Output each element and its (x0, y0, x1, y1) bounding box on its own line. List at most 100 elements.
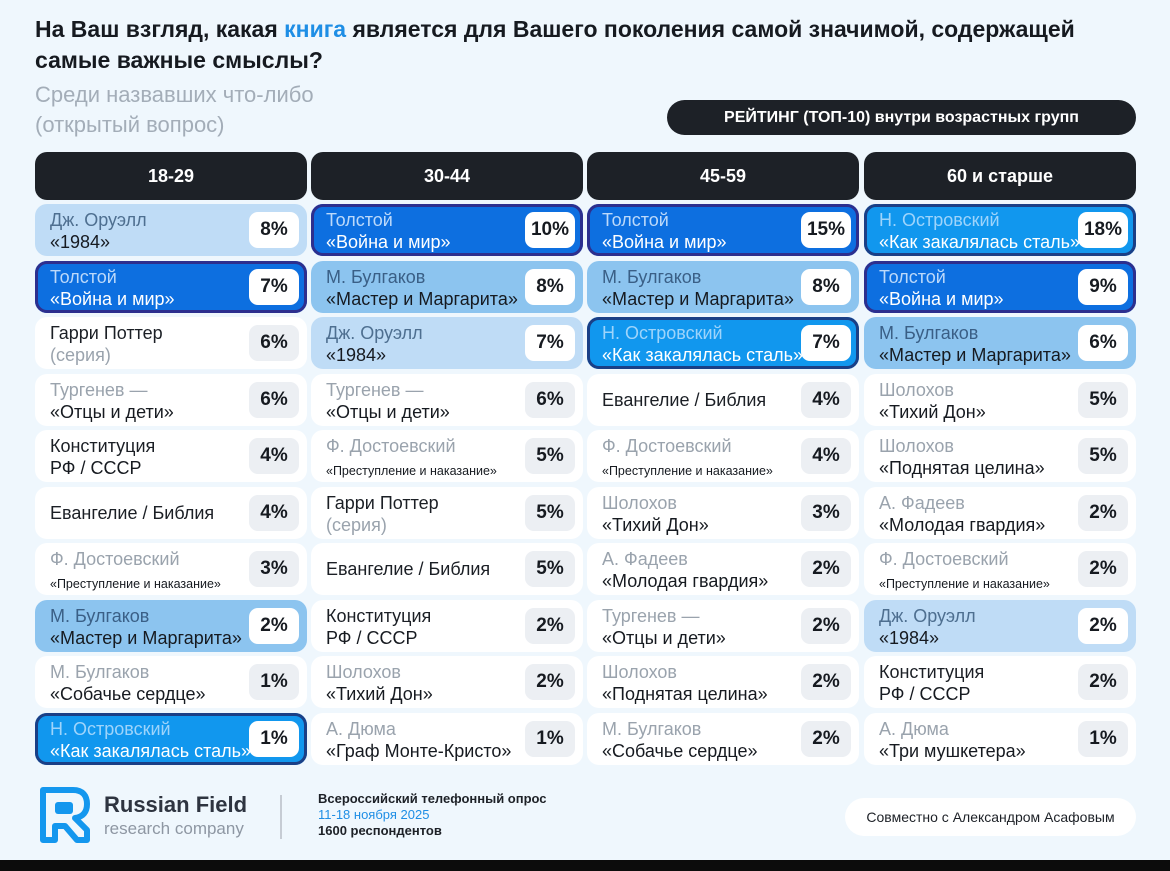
percent-badge: 6% (1078, 325, 1128, 361)
book-title: «Мастер и Маргарита» (50, 627, 242, 648)
percent-badge: 3% (801, 494, 851, 531)
ranking-row: Евангелие / Библия 5% (311, 543, 583, 595)
book-author: Дж. Оруэлл (879, 605, 976, 626)
ranking-row: Ф. Достоевский «Преступление и наказание»… (311, 430, 583, 482)
book-title: «Собачье сердце» (602, 740, 758, 761)
book-title: «Поднятая целина» (602, 684, 768, 704)
percent-badge: 6% (249, 325, 299, 361)
ranking-row: А. Фадеев «Молодая гвардия» 2% (587, 543, 859, 595)
percent-badge: 7% (525, 325, 575, 361)
book-title: «Тихий Дон» (602, 514, 709, 535)
ranking-row: Дж. Оруэлл «1984» 7% (311, 317, 583, 369)
percent-badge: 4% (801, 438, 851, 474)
book-title: «Отцы и дети» (50, 401, 174, 422)
book-title: «Собачье сердце» (50, 684, 206, 704)
book-author: Ф. Достоевский (326, 436, 456, 456)
book-author: М. Булгаков (879, 323, 979, 343)
book-title: «Отцы и дети» (326, 401, 450, 422)
ranking-row: А. Фадеев «Молодая гвардия» 2% (864, 486, 1136, 539)
age-group-column: 45-59 Толстой «Война и мир» 15% М. Булгаков «… (587, 152, 859, 769)
book-title: «Как закалялась сталь» (879, 232, 1081, 252)
book-author: Толстой (50, 266, 117, 287)
survey-respondents: 1600 респондентов (318, 823, 442, 838)
ranking-row: Толстой «Война и мир» 15% (587, 204, 859, 256)
ranking-row: М. Булгаков «Мастер и Маргарита» 8% (311, 260, 583, 313)
ranking-row: Гарри Поттер (серия) 5% (311, 486, 583, 539)
book-author: Толстой (326, 210, 393, 230)
ranking-row: Конституция РФ / СССР 2% (311, 599, 583, 652)
ranking-row: Толстой «Война и мир» 10% (311, 204, 583, 256)
percent-badge: 15% (801, 212, 851, 248)
book-title: «Тихий Дон» (879, 401, 986, 422)
percent-badge: 1% (525, 720, 575, 757)
book-title: «Мастер и Маргарита» (326, 288, 518, 309)
percent-badge: 2% (525, 607, 575, 644)
ranking-row: Шолохов «Тихий Дон» 2% (311, 656, 583, 708)
ranking-row: Евангелие / Библия 4% (35, 486, 307, 539)
title-part-1: На Ваш взгляд, какая (35, 16, 285, 42)
percent-badge: 2% (525, 664, 575, 700)
book-author: Толстой (602, 210, 669, 230)
percent-badge: 2% (1078, 494, 1128, 531)
book-title: «1984» (326, 345, 387, 365)
ranking-row: Тургенев — «Отцы и дети» 6% (35, 373, 307, 426)
ranking-row: Конституция РФ / СССР 2% (864, 656, 1136, 708)
book-title: (серия) (326, 514, 387, 535)
age-group-header: 30-44 (311, 152, 583, 200)
age-group-header: 45-59 (587, 152, 859, 200)
ranking-row: Дж. Оруэлл «1984» 2% (864, 599, 1136, 652)
ranking-row: Дж. Оруэлл «1984» 8% (35, 204, 307, 256)
ranking-row: А. Дюма «Граф Монте-Кристо» 1% (311, 712, 583, 765)
percent-badge: 18% (1078, 212, 1128, 248)
ranking-row: Шолохов «Тихий Дон» 3% (587, 486, 859, 539)
percent-badge: 1% (1078, 720, 1128, 757)
book-title: «Тихий Дон» (326, 684, 433, 704)
book-title: РФ / СССР (50, 458, 142, 478)
ranking-row: Евангелие / Библия 4% (587, 373, 859, 426)
percent-badge: 7% (801, 325, 851, 361)
book-title: «Три мушкетера» (879, 740, 1026, 761)
ranking-row: Шолохов «Поднятая целина» 5% (864, 430, 1136, 482)
percent-badge: 5% (525, 551, 575, 587)
percent-badge: 2% (801, 551, 851, 587)
book-author: М. Булгаков (602, 266, 702, 287)
ranking-row: Конституция РФ / СССР 4% (35, 430, 307, 482)
percent-badge: 4% (801, 381, 851, 418)
subtitle-line-2: (открытый вопрос) (35, 112, 225, 137)
book-title: «Поднятая целина» (879, 458, 1045, 478)
survey-info: Всероссийский телефонный опрос 11-18 ноя… (318, 791, 547, 839)
rf-logo-icon (40, 787, 90, 843)
book-author: Ф. Достоевский (50, 549, 180, 569)
book-author: Н. Островский (50, 718, 171, 739)
book-title: «Преступление и наказание» (602, 464, 773, 478)
book-title: «Мастер и Маргарита» (602, 288, 794, 309)
percent-badge: 2% (801, 607, 851, 644)
book-title: РФ / СССР (879, 684, 971, 704)
percent-badge: 3% (249, 551, 299, 587)
bottom-bar (0, 860, 1170, 871)
percent-badge: 2% (801, 664, 851, 700)
book-title: «Преступление и наказание» (50, 577, 221, 591)
percent-badge: 5% (1078, 381, 1128, 418)
book-title: «Граф Монте-Кристо» (326, 740, 512, 761)
percent-badge: 2% (1078, 551, 1128, 587)
brand-subtitle: research company (104, 819, 244, 838)
subtitle: Среди назвавших что-либо (открытый вопро… (35, 80, 314, 140)
book-title: «Как закалялась сталь» (50, 740, 252, 761)
ranking-label: РЕЙТИНГ (ТОП-10) внутри возрастных групп (667, 100, 1136, 135)
ranking-row: Н. Островский «Как закалялась сталь» 7% (587, 317, 859, 369)
book-author: Дж. Оруэлл (50, 210, 147, 230)
book-title: «Преступление и наказание» (879, 577, 1050, 591)
book-author: А. Фадеев (602, 549, 688, 569)
book-author: Шолохов (602, 492, 677, 513)
book-author: Толстой (879, 266, 946, 287)
percent-badge: 8% (525, 268, 575, 305)
book-author: Тургенев — (602, 605, 700, 626)
book-author: Конституция (326, 605, 432, 626)
book-author: Гарри Поттер (326, 492, 439, 513)
book-author: Гарри Поттер (50, 323, 163, 343)
footer-divider (280, 795, 282, 839)
book-title: «Молодая гвардия» (602, 571, 769, 591)
percent-badge: 2% (801, 720, 851, 757)
title-highlight: книга (284, 16, 347, 42)
